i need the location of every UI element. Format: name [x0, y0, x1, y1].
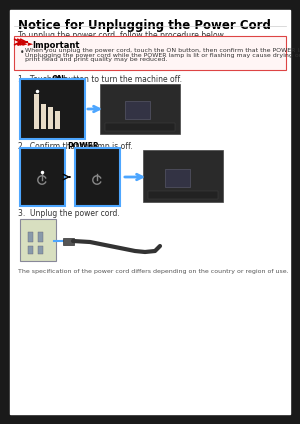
- Bar: [41, 104, 46, 129]
- Text: Notice for Unplugging the Power Cord: Notice for Unplugging the Power Cord: [18, 19, 271, 32]
- Text: 3.  Unplug the power cord.: 3. Unplug the power cord.: [18, 209, 120, 218]
- Bar: [48, 107, 53, 129]
- Bar: [148, 191, 218, 199]
- Text: Unplugging the power cord while the POWER lamp is lit or flashing may cause dryi: Unplugging the power cord while the POWE…: [25, 53, 300, 58]
- FancyBboxPatch shape: [20, 148, 65, 206]
- Bar: [165, 169, 190, 187]
- FancyBboxPatch shape: [14, 36, 286, 70]
- FancyBboxPatch shape: [20, 79, 85, 139]
- Bar: [38, 232, 43, 242]
- Bar: [34, 94, 39, 109]
- Bar: [34, 109, 39, 129]
- Bar: [38, 246, 43, 254]
- Text: ►►►: ►►►: [18, 41, 34, 47]
- Text: 1.  Touch the: 1. Touch the: [18, 75, 69, 84]
- FancyBboxPatch shape: [100, 84, 180, 134]
- Text: lamp is off.: lamp is off.: [88, 142, 133, 151]
- FancyBboxPatch shape: [143, 150, 223, 202]
- Text: •: •: [20, 48, 25, 57]
- Text: Important: Important: [32, 41, 80, 50]
- FancyBboxPatch shape: [10, 10, 290, 414]
- Text: To unplug the power cord, follow the procedure below.: To unplug the power cord, follow the pro…: [18, 31, 226, 40]
- Bar: [125, 101, 150, 119]
- Text: print head and print quality may be reduced.: print head and print quality may be redu…: [25, 57, 167, 62]
- Bar: [28, 232, 33, 242]
- Bar: [105, 123, 175, 131]
- Text: The specification of the power cord differs depending on the country or region o: The specification of the power cord diff…: [18, 269, 289, 274]
- Text: button to turn the machine off.: button to turn the machine off.: [61, 75, 182, 84]
- Bar: [55, 111, 60, 129]
- Text: ON: ON: [52, 75, 65, 84]
- FancyBboxPatch shape: [20, 219, 56, 261]
- Bar: [28, 246, 33, 254]
- Text: When you unplug the power cord, touch the ON button, then confirm that the POWER: When you unplug the power cord, touch th…: [25, 48, 300, 53]
- Text: 2.  Confirm that the: 2. Confirm that the: [18, 142, 96, 151]
- FancyBboxPatch shape: [75, 148, 120, 206]
- Text: POWER: POWER: [67, 142, 99, 151]
- FancyBboxPatch shape: [62, 237, 74, 245]
